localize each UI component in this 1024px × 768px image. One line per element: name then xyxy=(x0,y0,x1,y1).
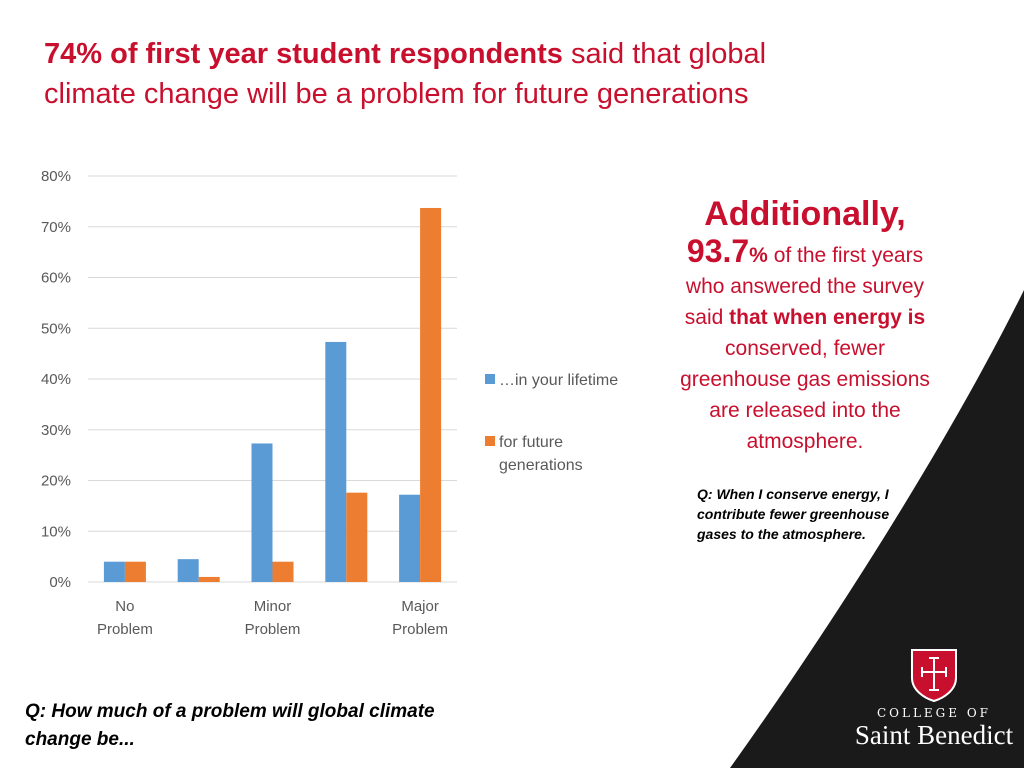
x-category-label: Minor xyxy=(254,598,292,615)
y-tick-label: 30% xyxy=(41,422,71,439)
logo-name-text: Saint Benedict xyxy=(854,720,1014,750)
y-tick-label: 60% xyxy=(41,270,71,287)
side-line1-rest: of the first years xyxy=(767,244,924,267)
chart-legend: …in your lifetime for future generations xyxy=(485,372,618,474)
side-line-7: atmosphere. xyxy=(746,430,864,453)
title-rest: said that global climate change will be … xyxy=(44,38,767,110)
y-tick-label: 70% xyxy=(41,219,71,236)
y-tick-label: 40% xyxy=(41,371,71,388)
title-bold: 74% of first year student respondents xyxy=(44,38,563,70)
legend-label: generations xyxy=(499,457,583,474)
chart-gridlines xyxy=(88,175,457,583)
bar-future xyxy=(346,492,368,582)
y-tick-label: 0% xyxy=(49,574,71,591)
legend-swatch xyxy=(485,374,495,384)
x-category-label: Problem xyxy=(392,621,448,638)
logo-college-text: COLLEGE OF xyxy=(876,706,992,720)
side-big-number: 93.7 xyxy=(686,233,750,269)
slide-title: 74% of first year student respondents sa… xyxy=(44,34,844,114)
bar-future xyxy=(198,576,220,582)
college-logo: COLLEGE OF Saint Benedict xyxy=(852,648,1016,760)
y-axis-ticks: 0% 10% 20% 30% 40% 50% 60% 70% 80% xyxy=(41,168,71,591)
side-line-2: who answered the survey xyxy=(685,275,925,298)
side-line-3: said that when energy is xyxy=(650,302,960,333)
side-line-5: greenhouse gas emissions xyxy=(680,368,930,391)
legend-label: …in your lifetime xyxy=(499,372,618,389)
chart-bars xyxy=(103,207,442,582)
y-tick-label: 80% xyxy=(41,168,71,185)
side-heading: Additionally, xyxy=(704,195,906,233)
side-line-1: 93.7% of the first years xyxy=(650,233,960,271)
y-tick-label: 10% xyxy=(41,523,71,540)
bar-lifetime xyxy=(251,443,273,582)
bar-lifetime xyxy=(325,341,347,582)
bar-lifetime xyxy=(399,494,421,582)
x-category-label: No xyxy=(115,598,134,615)
bar-future xyxy=(272,561,294,582)
x-category-label: Major xyxy=(401,598,439,615)
side-line-6: are released into the xyxy=(709,399,901,422)
side-question: Q: When I conserve energy, I contribute … xyxy=(697,486,890,542)
x-category-label: Problem xyxy=(245,621,301,638)
x-category-label: Problem xyxy=(97,621,153,638)
bar-lifetime xyxy=(177,559,199,582)
legend-swatch xyxy=(485,436,495,446)
bar-lifetime xyxy=(103,561,125,582)
legend-label: for future xyxy=(499,434,563,451)
shield-cross-icon xyxy=(911,649,957,702)
side-line3-plain: said xyxy=(684,306,730,329)
side-note: Additionally, 93.7% of the first years w… xyxy=(650,192,960,457)
y-tick-label: 50% xyxy=(41,320,71,337)
x-axis-labels: No Problem Minor Problem Major Problem xyxy=(97,598,448,638)
bottom-question: Q: How much of a problem will global cli… xyxy=(25,701,435,750)
side-pct-sign: % xyxy=(749,244,768,267)
bar-future xyxy=(124,561,146,582)
side-line3-bold: that when energy is xyxy=(729,306,926,329)
side-line-4: conserved, fewer xyxy=(725,337,885,360)
bar-future xyxy=(420,207,442,582)
y-tick-label: 20% xyxy=(41,473,71,490)
